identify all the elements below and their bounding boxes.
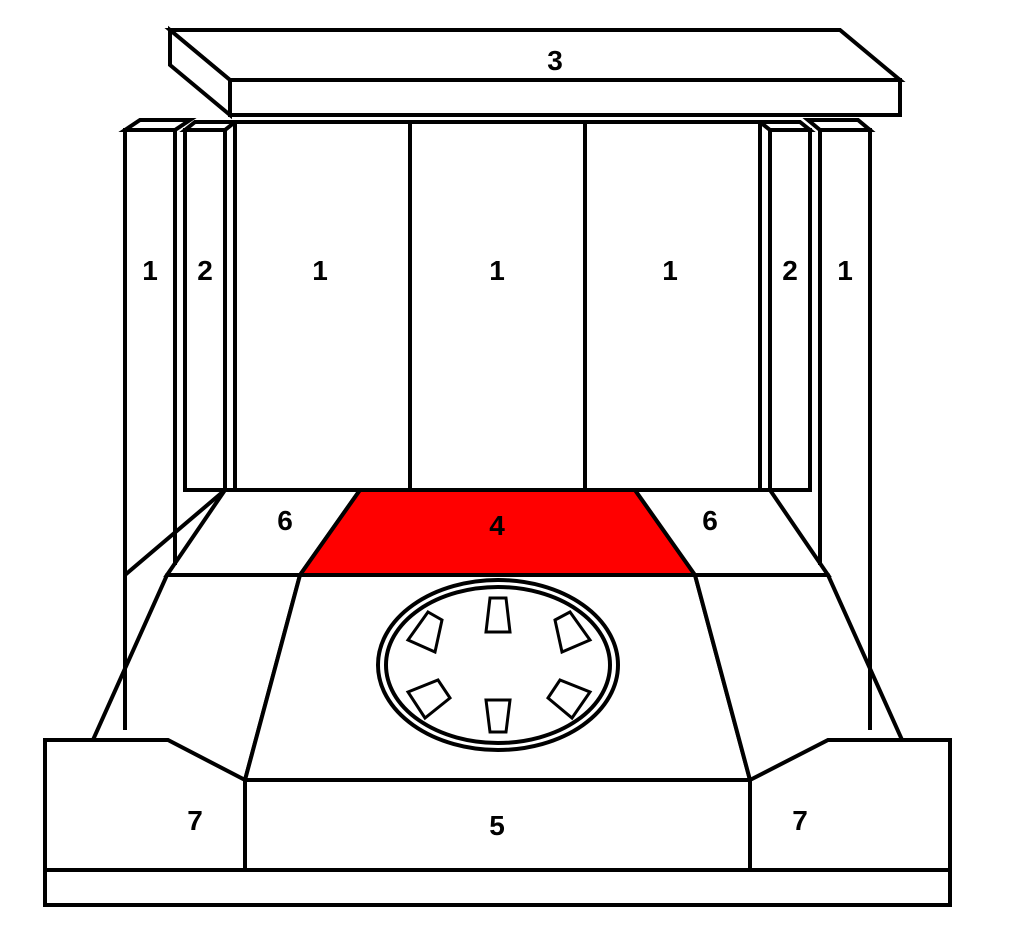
back-panel-2 (410, 122, 585, 490)
grate-icon (378, 580, 618, 750)
label-floor-back-left: 6 (277, 505, 293, 536)
label-back-3: 1 (662, 255, 678, 286)
label-top-plate: 3 (547, 45, 563, 76)
back-panel-1 (235, 122, 410, 490)
right-inner-panel (760, 122, 810, 490)
label-floor-back-center: 4 (489, 510, 505, 541)
label-floor-front-right: 7 (792, 805, 808, 836)
label-left-outer: 1 (142, 255, 158, 286)
back-panel-3 (585, 122, 760, 490)
label-right-inner: 2 (782, 255, 798, 286)
label-back-1: 1 (312, 255, 328, 286)
top-plate (170, 30, 900, 115)
label-back-2: 1 (489, 255, 505, 286)
left-inner-panel (185, 122, 235, 490)
label-floor-front-center: 5 (489, 810, 505, 841)
label-left-inner: 2 (197, 255, 213, 286)
parts-diagram: 3 1 2 1 1 1 2 1 6 4 (0, 0, 1013, 950)
label-floor-back-right: 6 (702, 505, 718, 536)
label-floor-front-left: 7 (187, 805, 203, 836)
label-right-outer: 1 (837, 255, 853, 286)
